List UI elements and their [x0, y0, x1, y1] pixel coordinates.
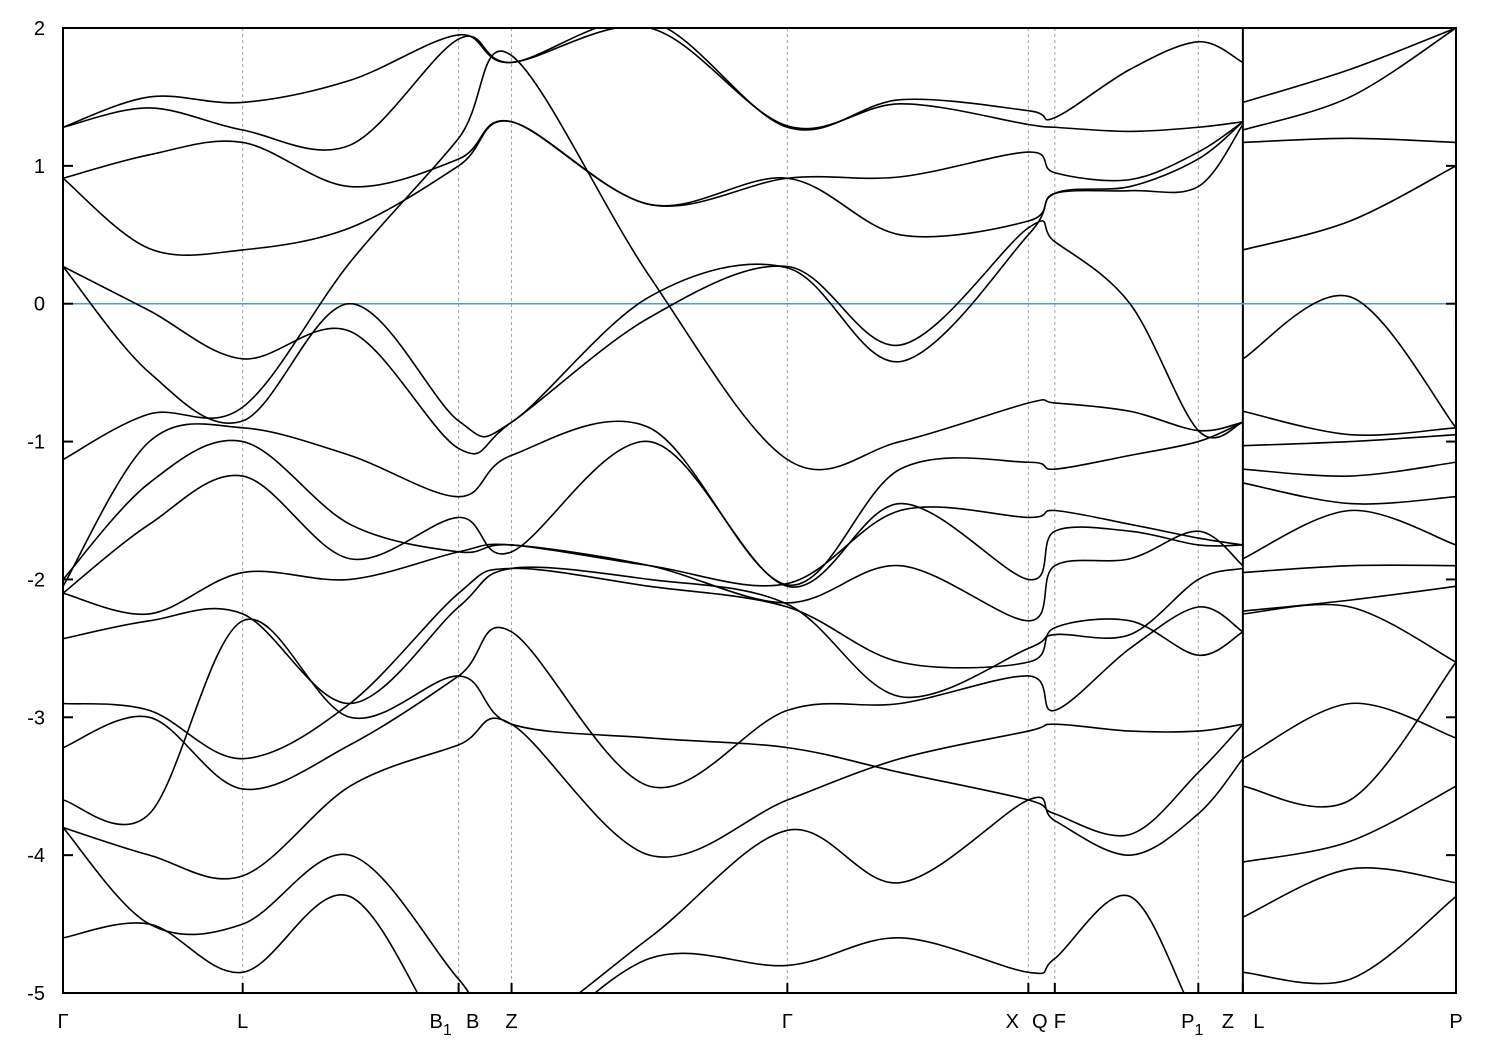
band-line [63, 28, 1243, 151]
band-line [1242, 410, 1456, 436]
y-tick-label: 0 [34, 294, 45, 316]
band-line [1242, 482, 1456, 505]
band-line [63, 440, 1243, 594]
band-line [63, 530, 1244, 622]
band-line [1242, 28, 1456, 104]
band-line [1242, 433, 1456, 447]
band-line [1242, 564, 1456, 574]
y-tick-label: -1 [27, 432, 45, 454]
band-line [1242, 294, 1456, 429]
band-line [1242, 702, 1456, 760]
band-line [1242, 509, 1456, 560]
band-line [63, 121, 1244, 438]
band-line [63, 717, 1243, 880]
x-tick-label: Z [505, 1011, 517, 1033]
band-line [63, 420, 1244, 587]
x-tick-label: X [1006, 1011, 1019, 1033]
band-line [1242, 137, 1456, 144]
band-line [63, 566, 1244, 705]
x-tick-label: B1 [429, 1011, 451, 1039]
band-line [1242, 661, 1456, 808]
band-line [1242, 603, 1456, 663]
y-tick-label: 1 [34, 156, 45, 178]
x-tick-label: Q [1032, 1011, 1048, 1033]
band-line [63, 28, 1244, 131]
band-line [63, 119, 1244, 207]
band-line [1242, 28, 1456, 131]
band-line [1242, 165, 1456, 251]
band-line [63, 567, 1244, 760]
y-tick-label: 2 [34, 18, 45, 40]
plot-frame [62, 27, 1457, 994]
y-tick-label: -3 [27, 707, 45, 729]
y-tick-label: -5 [27, 983, 45, 1005]
y-tick-label: -2 [27, 569, 45, 591]
bands [63, 28, 1456, 993]
x-tick-label: L [237, 1011, 248, 1033]
band-line [63, 893, 1185, 993]
x-tick-label: P1 [1181, 1011, 1203, 1039]
band-line [63, 606, 1244, 791]
band-line [1242, 867, 1456, 918]
x-tick-label: B [466, 1011, 479, 1033]
band-line [63, 758, 1244, 993]
band-line [63, 50, 1244, 471]
x-tick-label: Γ [57, 1011, 68, 1033]
x-tick-label: L [1253, 1011, 1264, 1033]
band-line [1242, 461, 1456, 477]
x-tick-label: F [1054, 1011, 1066, 1033]
gridlines [242, 28, 1244, 993]
x-tick-label: Z [1222, 1011, 1234, 1033]
x-tick-label: P [1449, 1011, 1462, 1033]
x-axis: Γ L B1 B Z Γ X Q F P1 Z L P [57, 983, 1463, 1039]
band-line [63, 220, 1244, 455]
band-line [63, 120, 1244, 257]
y-axis: -5 -4 -3 -2 -1 0 1 2 [27, 18, 1456, 1005]
band-line [63, 618, 1244, 837]
band-line [1242, 785, 1456, 863]
band-line [1242, 895, 1456, 985]
band-line [1242, 585, 1456, 612]
y-tick-label: -4 [27, 845, 45, 867]
band-line [63, 439, 1243, 587]
x-tick-label: Γ [782, 1011, 793, 1033]
